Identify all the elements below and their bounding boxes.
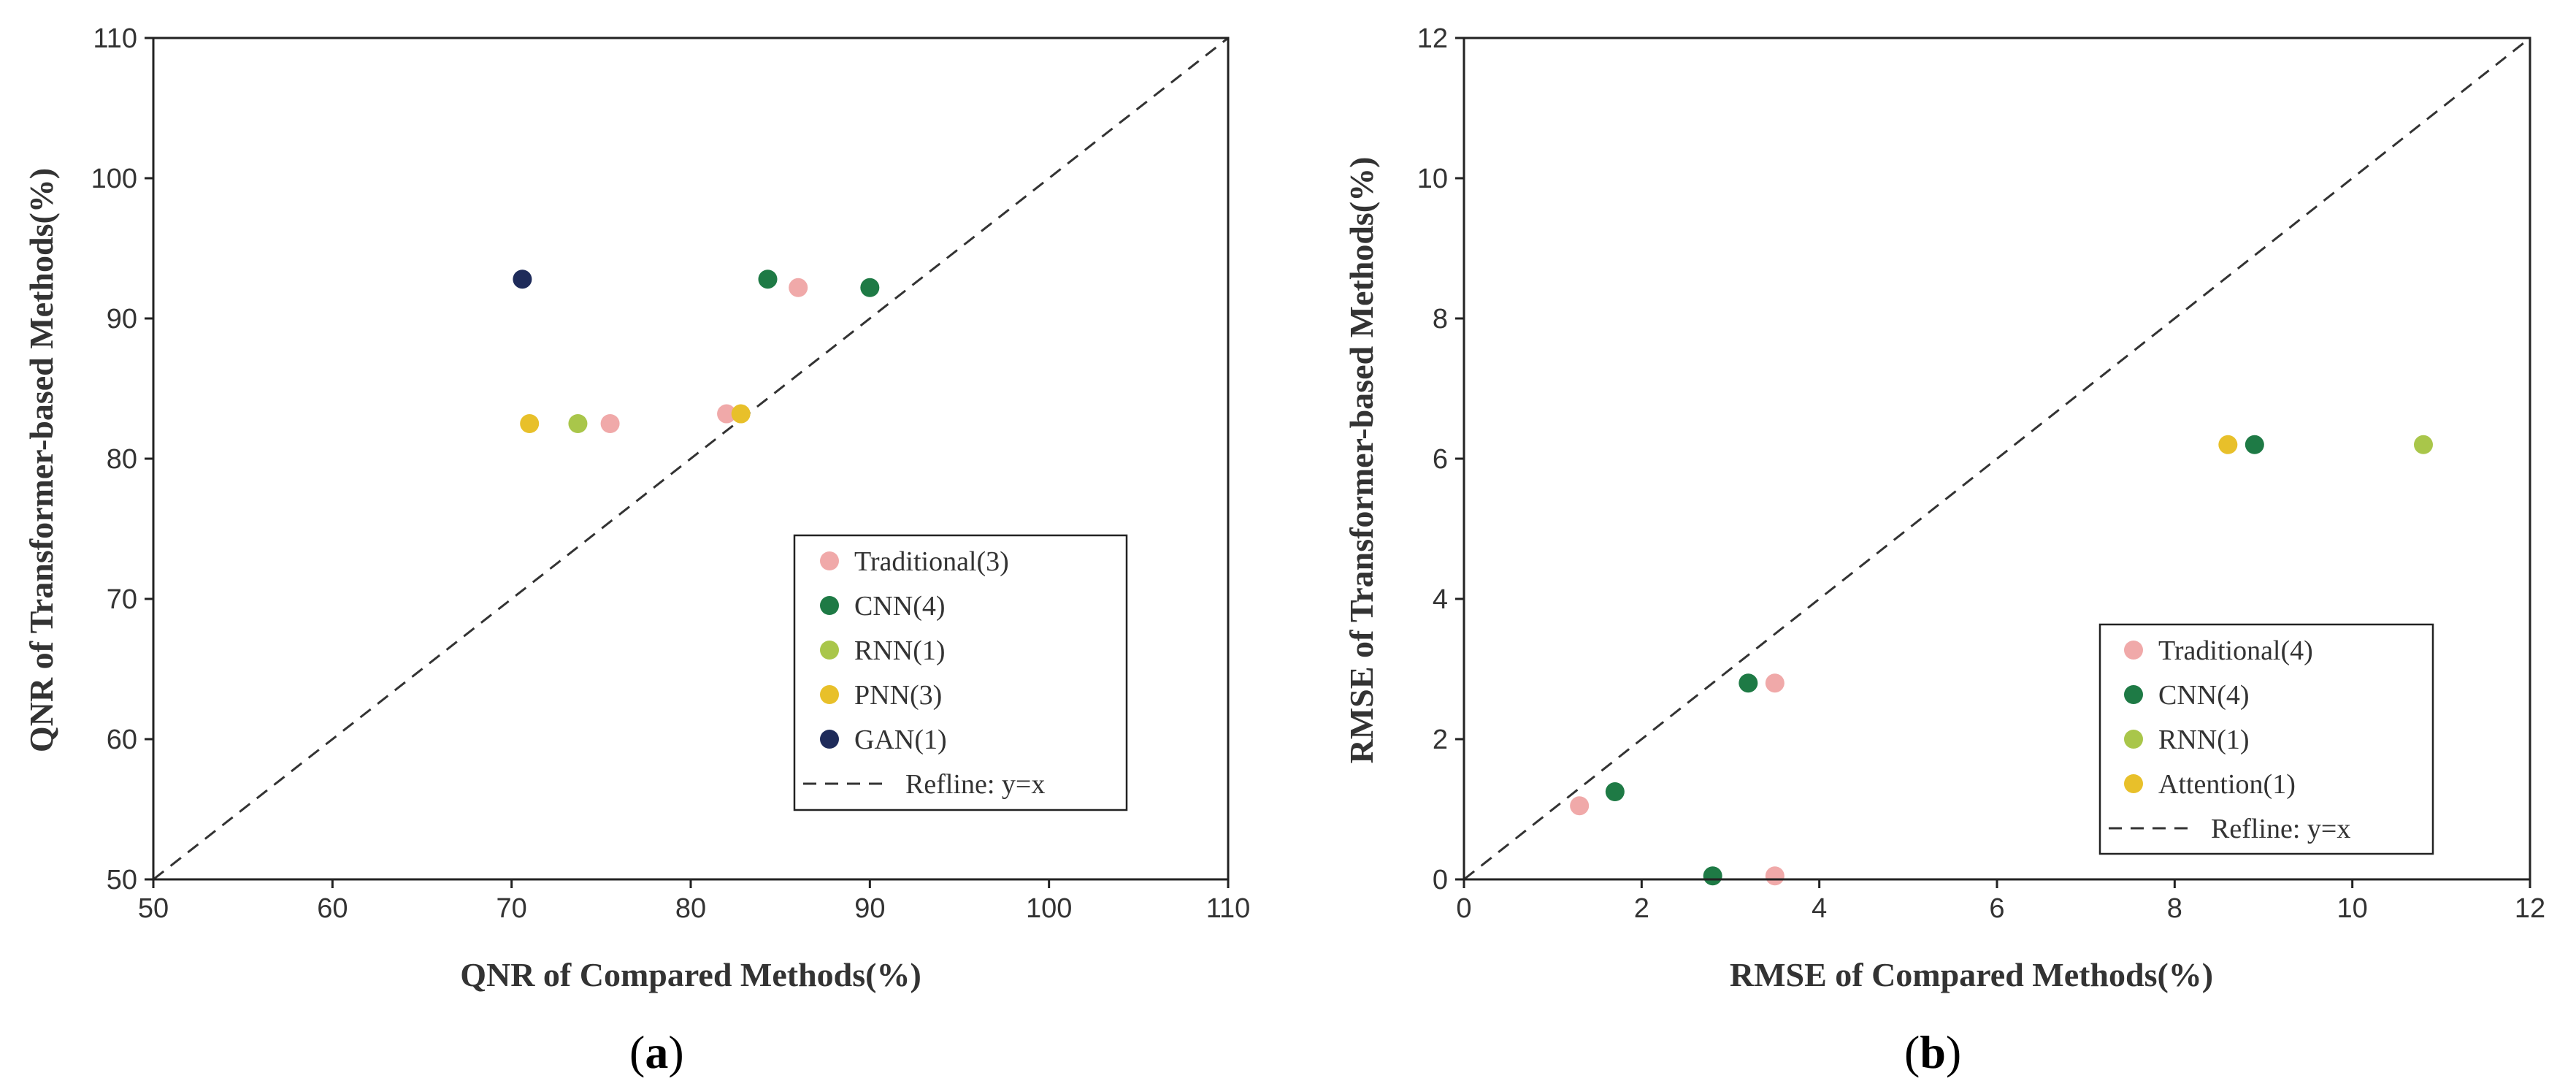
chart-a-ticks: 50 60 70 80 90 100 110 50 60 70 80 90 100 110 — [91, 23, 1251, 924]
chart-b-point-traditional — [1765, 673, 1785, 693]
chart-a-point-cnn — [860, 278, 880, 297]
chart-b-ticks: 0 2 4 6 8 10 12 0 2 4 6 8 10 12 — [1417, 23, 2545, 924]
chart-b-legend-marker-cnn — [2124, 685, 2143, 704]
chart-a-caption: (a) — [629, 1026, 684, 1078]
chart-a-ylabel: QNR of Transformer-based Methods(%) — [23, 168, 60, 752]
chart-b-xlabel: RMSE of Compared Methods(%) — [1730, 956, 2213, 993]
chart-a-legend-label-refline: Refline: y=x — [905, 769, 1045, 800]
chart-a-legend-label-rnn: RNN(1) — [854, 635, 946, 666]
chart-a-refline — [153, 37, 1229, 881]
chart-a-ytick-label: 50 — [107, 865, 137, 895]
chart-a-ytick-label: 100 — [91, 164, 137, 194]
chart-a-point-gan — [513, 270, 532, 289]
chart-a-legend-label-pnn: PNN(3) — [854, 680, 942, 711]
chart-a-ytick-label: 70 — [107, 584, 137, 615]
chart-a-plot-frame — [152, 37, 1230, 881]
chart-b-legend-marker-traditional — [2124, 641, 2143, 660]
chart-b-legend-label-cnn: CNN(4) — [2158, 680, 2250, 711]
chart-b-legend-label-attention: Attention(1) — [2158, 769, 2296, 800]
chart-a-point-traditional — [600, 414, 620, 433]
chart-a-legend-marker-rnn — [820, 641, 839, 660]
chart-a-legend-box — [793, 534, 1128, 811]
chart-b-ytick-label: 8 — [1433, 304, 1448, 335]
chart-b-refline — [1463, 37, 2531, 881]
chart-b-xtick-label: 6 — [1989, 893, 2004, 924]
chart-a-legend-label-traditional: Traditional(3) — [854, 546, 1009, 577]
chart-b-xtick-label: 8 — [2167, 893, 2182, 924]
chart-a-point-pnn — [731, 404, 751, 424]
chart-a-xtick-label: 100 — [1026, 893, 1072, 924]
chart-b-ytick-label: 0 — [1433, 865, 1448, 895]
chart-b-ylabel: RMSE of Transformer-based Methods(%) — [1343, 157, 1380, 764]
chart-b-point-traditional — [1765, 866, 1785, 886]
chart-b-xtick-label: 2 — [1634, 893, 1649, 924]
chart-a-xtick-label: 50 — [138, 893, 169, 924]
chart-b-xtick-label: 10 — [2337, 893, 2368, 924]
chart-a-point-pnn — [520, 414, 540, 433]
chart-b-xtick-label: 12 — [2515, 893, 2545, 924]
chart-a-legend-marker-cnn — [820, 596, 839, 615]
chart-a-xlabel: QNR of Compared Methods(%) — [460, 956, 921, 993]
chart-a-xtick-label: 60 — [317, 893, 348, 924]
chart-b-legend-box — [2098, 623, 2434, 855]
chart-b-legend-marker-rnn — [2124, 730, 2143, 749]
chart-b-legend-label-rnn: RNN(1) — [2158, 725, 2250, 755]
chart-b-xtick-label: 4 — [1812, 893, 1827, 924]
chart-b-point-attention — [2218, 435, 2238, 454]
chart-b-legend-label-traditional: Traditional(4) — [2158, 635, 2313, 666]
chart-a-legend: Traditional(3) CNN(4) RNN(1) PNN(3) GAN(… — [793, 534, 1128, 811]
chart-a-point-traditional — [789, 278, 808, 297]
chart-a-xtick-label: 110 — [1206, 893, 1251, 924]
chart-a-legend-label-cnn: CNN(4) — [854, 591, 946, 622]
chart-a-point-cnn — [758, 270, 778, 289]
chart-b-point-cnn — [2245, 435, 2264, 454]
chart-b-ytick-label: 2 — [1433, 725, 1448, 755]
chart-a-points — [513, 270, 880, 433]
chart-a-legend-label-gan: GAN(1) — [854, 725, 947, 755]
chart-b-legend-label-refline: Refline: y=x — [2211, 814, 2350, 844]
chart-b-plot-frame — [1463, 37, 2531, 881]
chart-b-legend: Traditional(4) CNN(4) RNN(1) Attention(1… — [2098, 623, 2434, 855]
chart-a: QNR of Transformer-based Methods(%) QNR … — [23, 23, 1250, 1078]
chart-b-legend-marker-attention — [2124, 774, 2143, 793]
chart-a-ytick-label: 90 — [107, 304, 137, 335]
chart-b: RMSE of Transformer-based Methods(%) RMS… — [1343, 23, 2545, 1078]
chart-a-ytick-label: 110 — [93, 23, 137, 54]
chart-a-point-traditional — [717, 404, 737, 424]
chart-a-ytick-label: 80 — [107, 444, 137, 475]
chart-a-ytick-label: 60 — [107, 725, 137, 755]
chart-a-legend-marker-pnn — [820, 685, 839, 704]
chart-b-ytick-label: 4 — [1433, 584, 1448, 615]
chart-a-xtick-label: 70 — [497, 893, 527, 924]
chart-b-xtick-label: 0 — [1456, 893, 1471, 924]
chart-b-ytick-label: 12 — [1417, 23, 1448, 54]
chart-b-points — [1570, 435, 2433, 886]
chart-b-point-traditional — [1570, 796, 1590, 816]
chart-b-ytick-label: 6 — [1433, 444, 1448, 475]
chart-b-point-cnn — [1605, 782, 1625, 801]
chart-a-point-rnn — [568, 414, 588, 433]
chart-b-ytick-label: 10 — [1417, 164, 1448, 194]
chart-b-point-rnn — [2414, 435, 2433, 454]
chart-a-legend-marker-traditional — [820, 551, 839, 570]
chart-b-point-cnn — [1703, 866, 1722, 886]
chart-b-point-cnn — [1739, 673, 1758, 693]
chart-a-xtick-label: 90 — [854, 893, 885, 924]
chart-b-caption: (b) — [1904, 1026, 1961, 1078]
chart-a-xtick-label: 80 — [675, 893, 706, 924]
chart-a-legend-marker-gan — [820, 730, 839, 749]
